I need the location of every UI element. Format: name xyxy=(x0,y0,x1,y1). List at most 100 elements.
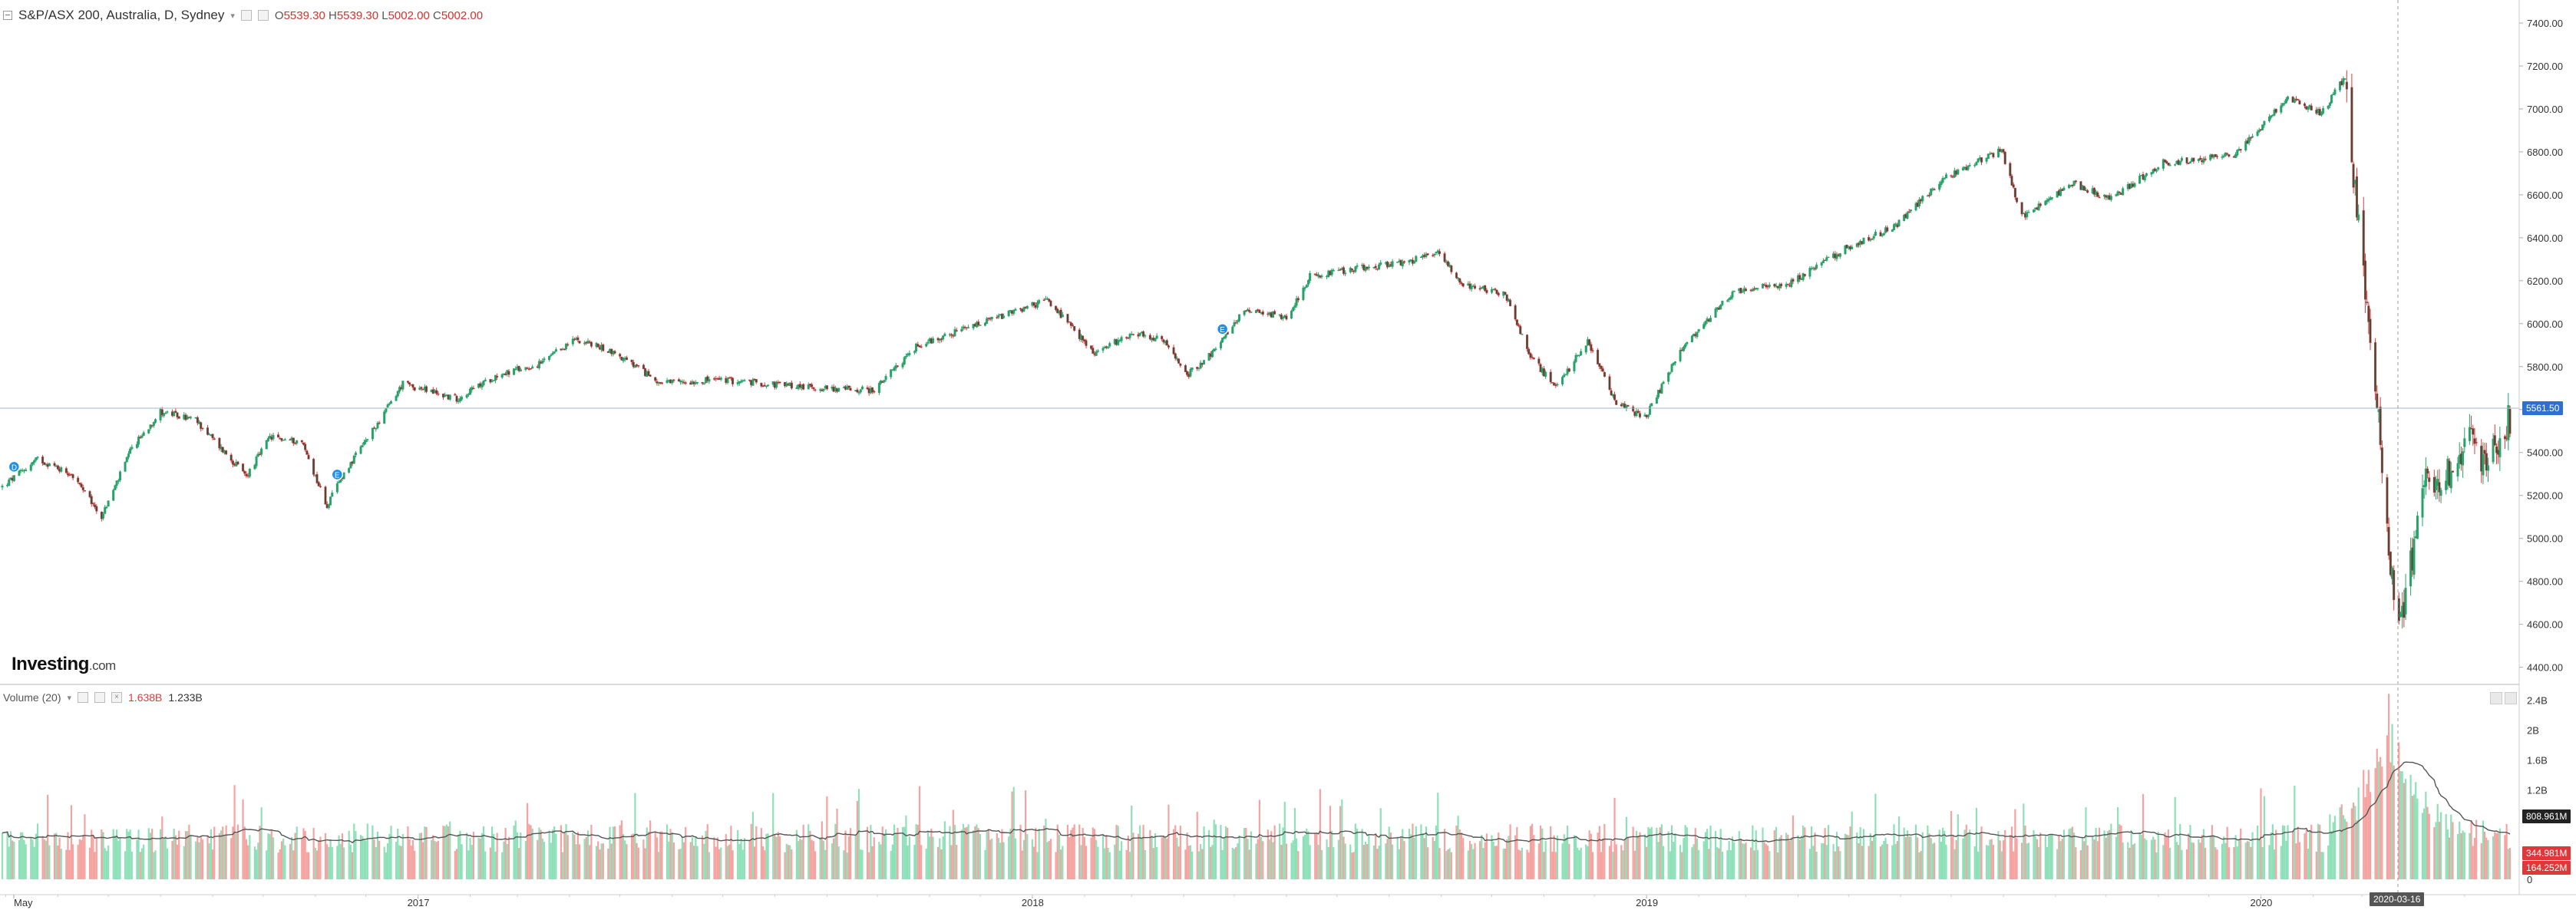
candle-body xyxy=(2257,130,2261,132)
volume-bar xyxy=(1657,842,1660,879)
volume-bar xyxy=(139,852,141,879)
volume-bar xyxy=(715,846,717,879)
close-icon[interactable]: × xyxy=(111,692,123,703)
volume-bar xyxy=(695,836,697,879)
chevron-down-icon[interactable]: ▾ xyxy=(230,11,235,21)
volume-bar xyxy=(2129,847,2131,879)
collapse-icon[interactable] xyxy=(3,11,12,20)
volume-bar xyxy=(445,824,447,879)
candle-body xyxy=(2214,153,2217,157)
volume-bar xyxy=(895,833,897,879)
volume-bar xyxy=(1610,840,1613,879)
chevron-down-icon[interactable]: ▾ xyxy=(67,693,72,703)
volume-bar xyxy=(71,844,74,879)
volume-bar xyxy=(2505,823,2508,879)
candle-body xyxy=(1650,403,1653,407)
volume-bar xyxy=(341,833,344,879)
volume-bar xyxy=(2233,846,2235,879)
candle-body xyxy=(847,385,850,388)
volume-bar xyxy=(1174,825,1177,879)
volume-bar xyxy=(2271,824,2274,879)
volume-bar xyxy=(1002,842,1005,879)
volume-bar xyxy=(543,842,546,879)
volume-bar xyxy=(1598,826,1600,879)
volume-bar xyxy=(2246,841,2249,879)
volume-bar xyxy=(1399,837,1402,879)
candle-body xyxy=(2283,103,2286,104)
volume-bar xyxy=(1177,846,1180,879)
event-marker-icon[interactable] xyxy=(1216,323,1229,335)
event-markers[interactable]: DEE xyxy=(8,323,1229,481)
volume-bar xyxy=(844,830,847,879)
price-axis[interactable]: 7400.007200.007000.006800.006600.006400.… xyxy=(2519,18,2563,674)
volume-bar xyxy=(372,825,374,879)
volume-bar xyxy=(2438,822,2441,879)
eye-icon[interactable] xyxy=(240,10,252,21)
volume-bar xyxy=(553,826,556,879)
candle-body xyxy=(206,427,209,435)
volume-bar xyxy=(2188,833,2190,879)
volume-bar xyxy=(1918,852,1920,879)
settings-icon[interactable] xyxy=(257,10,269,21)
main-legend: S&P/ASX 200, Australia, D, Sydney ▾ O553… xyxy=(3,8,483,23)
candle-body xyxy=(18,470,21,476)
volume-bar xyxy=(866,826,869,879)
eye-icon[interactable] xyxy=(78,692,89,703)
candle-body xyxy=(1775,285,1778,287)
volume-bar xyxy=(1551,851,1554,879)
candle-body xyxy=(1798,275,1802,280)
candle-body xyxy=(1519,325,1522,335)
candle-body xyxy=(376,423,379,429)
volume-bar xyxy=(1137,833,1140,879)
pane-maximize-icon[interactable] xyxy=(2505,692,2517,704)
volume-bar xyxy=(1977,851,1980,879)
settings-icon[interactable] xyxy=(94,692,106,703)
candle-body xyxy=(519,369,522,372)
time-axis[interactable]: May 2017 2018 2019 2020 xyxy=(5,895,2465,908)
volume-bar xyxy=(821,821,823,879)
candle-body xyxy=(2330,94,2333,104)
volume-bar xyxy=(1032,846,1035,879)
candle-body xyxy=(461,397,464,400)
volume-bar xyxy=(732,850,734,879)
candle-body xyxy=(1490,288,1493,293)
candle-body xyxy=(2086,190,2089,193)
volume-bar xyxy=(1082,828,1084,879)
high-label: H xyxy=(328,8,337,22)
volume-bar xyxy=(36,823,39,879)
volume-bar xyxy=(2319,824,2321,879)
symbol-title[interactable]: S&P/ASX 200, Australia, D, Sydney xyxy=(18,8,225,22)
candle-body xyxy=(2363,260,2366,300)
volume-bar xyxy=(2150,839,2153,879)
volume-bar xyxy=(187,831,189,879)
event-marker-icon[interactable] xyxy=(8,460,21,473)
candle-body xyxy=(1638,413,1641,417)
candle-body xyxy=(2027,212,2030,213)
volume-bar xyxy=(738,843,741,879)
candle-body xyxy=(125,457,128,463)
time-tick-label: 2017 xyxy=(408,897,430,908)
candle-body xyxy=(1872,236,1875,239)
candle-body xyxy=(1066,314,1069,323)
volume-bar xyxy=(2165,836,2168,879)
volume-title[interactable]: Volume (20) xyxy=(3,691,61,704)
volume-bar xyxy=(2181,849,2183,879)
volume-bar xyxy=(750,823,752,879)
candle-body xyxy=(2342,78,2345,85)
candle-body xyxy=(901,363,904,368)
volume-bar xyxy=(190,836,192,879)
volume-bars xyxy=(1,694,2512,879)
volume-bar xyxy=(1443,829,1446,879)
candle-body xyxy=(1874,232,1877,236)
volume-bar xyxy=(672,842,675,879)
candle-body xyxy=(1425,253,1428,257)
volume-bar xyxy=(2268,845,2271,879)
event-marker-icon[interactable] xyxy=(331,468,344,481)
candle-body xyxy=(2508,408,2512,434)
pane-up-icon[interactable] xyxy=(2490,692,2502,704)
candle-body xyxy=(324,486,327,505)
volume-bar xyxy=(1874,793,1877,879)
volume-tag: 344.981M xyxy=(2522,846,2571,860)
volume-bar xyxy=(1934,842,1936,879)
